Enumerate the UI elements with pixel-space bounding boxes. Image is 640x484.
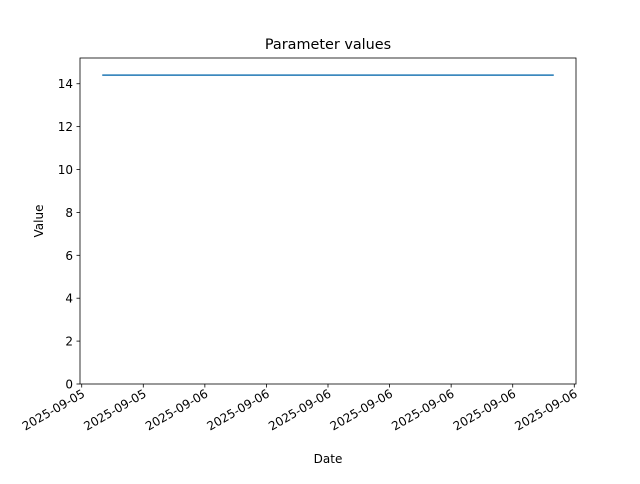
y-axis-label: Value (32, 205, 46, 238)
x-tick-label: 2025-09-05 (20, 386, 87, 433)
x-tick-label: 2025-09-06 (266, 386, 333, 433)
y-tick-label: 4 (65, 292, 73, 306)
y-tick-label: 10 (58, 163, 73, 177)
plot-frame (79, 57, 577, 385)
y-tick-label: 8 (65, 206, 73, 220)
x-tick-label: 2025-09-06 (451, 386, 518, 433)
y-tick-label: 6 (65, 249, 73, 263)
x-tick-label: 2025-09-06 (512, 386, 579, 433)
x-tick-label: 2025-09-06 (205, 386, 272, 433)
y-tick-label: 2 (65, 335, 73, 349)
x-tick-label: 2025-09-06 (143, 386, 210, 433)
x-tick-label: 2025-09-06 (328, 386, 395, 433)
x-tick-label: 2025-09-06 (389, 386, 456, 433)
y-tick-label: 0 (65, 378, 73, 392)
y-tick-label: 12 (58, 120, 73, 134)
y-tick-label: 14 (58, 77, 73, 91)
chart-title: Parameter values (265, 37, 391, 53)
x-axis-label: Date (314, 452, 343, 466)
x-tick-label: 2025-09-05 (81, 386, 148, 433)
